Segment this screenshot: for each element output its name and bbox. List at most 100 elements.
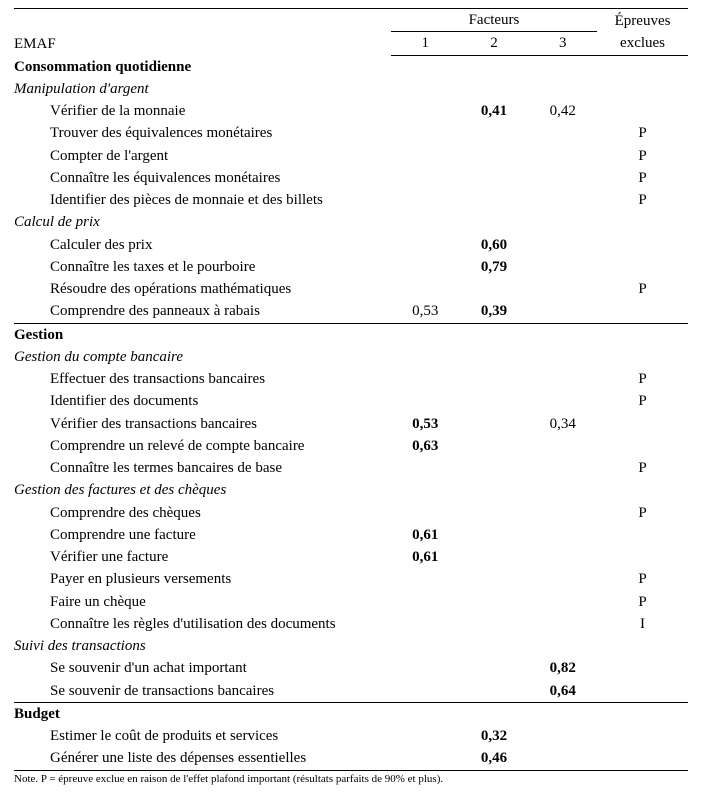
factor-f1 (391, 368, 460, 390)
hdr-epreuves: Épreuves (597, 9, 688, 32)
row-label: Vérifier des transactions bancaires (14, 413, 391, 435)
factor-f1 (391, 657, 460, 679)
header-row-1: EMAF Facteurs Épreuves (14, 9, 688, 32)
factor-f2: 0,39 (460, 300, 529, 323)
hdr-facteurs: Facteurs (391, 9, 597, 32)
row-label: Comprendre des chèques (14, 502, 391, 524)
factor-f1 (391, 100, 460, 122)
table-row: Connaître les équivalences monétairesP (14, 167, 688, 189)
factor-f3 (528, 167, 597, 189)
hdr-f2: 2 (460, 32, 529, 55)
factor-f3 (528, 122, 597, 144)
factor-f3 (528, 368, 597, 390)
section-heading: Consommation quotidienne (14, 55, 688, 78)
factor-f2: 0,32 (460, 725, 529, 747)
row-label: Comprendre des panneaux à rabais (14, 300, 391, 323)
subsection-heading: Suivi des transactions (14, 635, 688, 657)
factor-f2 (460, 657, 529, 679)
table-row: Se souvenir d'un achat important0,82 (14, 657, 688, 679)
row-label: Faire un chèque (14, 591, 391, 613)
row-label: Vérifier une facture (14, 546, 391, 568)
epreuves-cell: P (597, 368, 688, 390)
factor-f1 (391, 680, 460, 703)
row-label: Compter de l'argent (14, 145, 391, 167)
factor-f3 (528, 568, 597, 590)
hdr-emaf: EMAF (14, 9, 391, 56)
factor-f2 (460, 524, 529, 546)
epreuves-cell: P (597, 502, 688, 524)
factor-f2 (460, 368, 529, 390)
factor-f1 (391, 725, 460, 747)
table-row: Vérifier des transactions bancaires0,530… (14, 413, 688, 435)
factor-f1: 0,61 (391, 524, 460, 546)
row-label: Générer une liste des dépenses essentiel… (14, 747, 391, 770)
factor-f1 (391, 278, 460, 300)
table-row: Comprendre une facture0,61 (14, 524, 688, 546)
factor-f2: 0,60 (460, 234, 529, 256)
factor-f2: 0,79 (460, 256, 529, 278)
epreuves-cell: I (597, 613, 688, 635)
factor-f1: 0,63 (391, 435, 460, 457)
factor-f2 (460, 457, 529, 479)
epreuves-cell (597, 747, 688, 770)
subsection-heading: Calcul de prix (14, 211, 688, 233)
factor-f1 (391, 189, 460, 211)
factor-f3 (528, 502, 597, 524)
factor-f2 (460, 167, 529, 189)
row-label: Se souvenir de transactions bancaires (14, 680, 391, 703)
factor-f3 (528, 435, 597, 457)
epreuves-cell (597, 234, 688, 256)
factor-f2 (460, 680, 529, 703)
subsection-heading: Gestion du compte bancaire (14, 346, 688, 368)
factor-f2 (460, 189, 529, 211)
epreuves-cell: P (597, 278, 688, 300)
epreuves-cell: P (597, 122, 688, 144)
factor-f3 (528, 457, 597, 479)
factor-f3 (528, 256, 597, 278)
row-label: Calculer des prix (14, 234, 391, 256)
factor-f1 (391, 256, 460, 278)
factor-f1 (391, 234, 460, 256)
epreuves-cell (597, 524, 688, 546)
factor-f3 (528, 524, 597, 546)
factor-f3 (528, 189, 597, 211)
row-label: Résoudre des opérations mathématiques (14, 278, 391, 300)
factor-table: EMAF Facteurs Épreuves 1 2 3 exclues Con… (14, 8, 688, 771)
row-label: Comprendre un relevé de compte bancaire (14, 435, 391, 457)
factor-f3 (528, 234, 597, 256)
epreuves-cell (597, 300, 688, 323)
epreuves-cell (597, 546, 688, 568)
table-row: Gestion des factures et des chèques (14, 479, 688, 501)
table-row: Générer une liste des dépenses essentiel… (14, 747, 688, 770)
table-row: Vérifier une facture0,61 (14, 546, 688, 568)
factor-f2 (460, 591, 529, 613)
epreuves-cell (597, 657, 688, 679)
table-row: Suivi des transactions (14, 635, 688, 657)
epreuves-cell (597, 725, 688, 747)
row-label: Connaître les taxes et le pourboire (14, 256, 391, 278)
row-label: Trouver des équivalences monétaires (14, 122, 391, 144)
factor-f2 (460, 122, 529, 144)
row-label: Connaître les équivalences monétaires (14, 167, 391, 189)
row-label: Connaître les règles d'utilisation des d… (14, 613, 391, 635)
factor-f3 (528, 546, 597, 568)
factor-f2: 0,41 (460, 100, 529, 122)
row-label: Identifier des documents (14, 390, 391, 412)
hdr-f1: 1 (391, 32, 460, 55)
factor-f1 (391, 502, 460, 524)
table-row: Connaître les termes bancaires de baseP (14, 457, 688, 479)
factor-f1 (391, 747, 460, 770)
table-row: Gestion (14, 323, 688, 346)
table-row: Identifier des pièces de monnaie et des … (14, 189, 688, 211)
factor-f3 (528, 613, 597, 635)
factor-f2 (460, 435, 529, 457)
table-row: Se souvenir de transactions bancaires0,6… (14, 680, 688, 703)
factor-f1: 0,61 (391, 546, 460, 568)
section-heading: Budget (14, 702, 688, 725)
factor-f1 (391, 390, 460, 412)
factor-f2: 0,46 (460, 747, 529, 770)
epreuves-cell (597, 435, 688, 457)
factor-f3: 0,82 (528, 657, 597, 679)
table-row: Calcul de prix (14, 211, 688, 233)
hdr-f3: 3 (528, 32, 597, 55)
